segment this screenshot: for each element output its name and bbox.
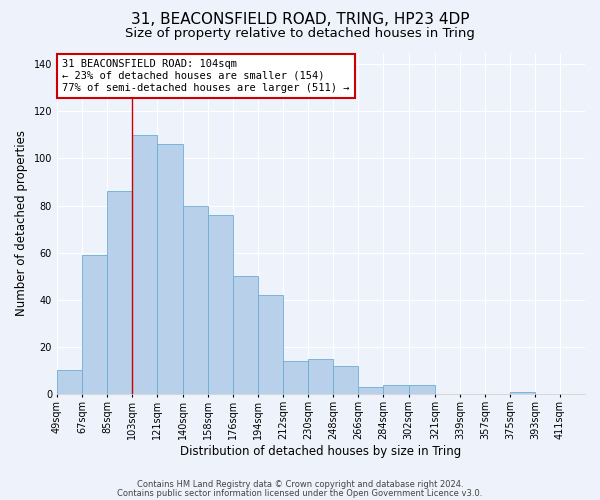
Bar — [107, 192, 132, 394]
Bar — [57, 370, 82, 394]
Text: 31, BEACONSFIELD ROAD, TRING, HP23 4DP: 31, BEACONSFIELD ROAD, TRING, HP23 4DP — [131, 12, 469, 28]
Bar — [259, 295, 283, 394]
Bar — [82, 255, 107, 394]
Bar — [208, 215, 233, 394]
Bar — [157, 144, 184, 394]
Bar — [409, 384, 435, 394]
Bar — [358, 387, 383, 394]
Y-axis label: Number of detached properties: Number of detached properties — [15, 130, 28, 316]
Text: 31 BEACONSFIELD ROAD: 104sqm
← 23% of detached houses are smaller (154)
77% of s: 31 BEACONSFIELD ROAD: 104sqm ← 23% of de… — [62, 60, 350, 92]
Text: Size of property relative to detached houses in Tring: Size of property relative to detached ho… — [125, 28, 475, 40]
Bar — [383, 384, 409, 394]
Bar — [308, 358, 334, 394]
Text: Contains HM Land Registry data © Crown copyright and database right 2024.: Contains HM Land Registry data © Crown c… — [137, 480, 463, 489]
Bar — [334, 366, 358, 394]
Bar — [184, 206, 208, 394]
Bar — [510, 392, 535, 394]
Bar — [233, 276, 259, 394]
Text: Contains public sector information licensed under the Open Government Licence v3: Contains public sector information licen… — [118, 488, 482, 498]
X-axis label: Distribution of detached houses by size in Tring: Distribution of detached houses by size … — [181, 444, 461, 458]
Bar — [283, 361, 308, 394]
Bar — [132, 135, 157, 394]
